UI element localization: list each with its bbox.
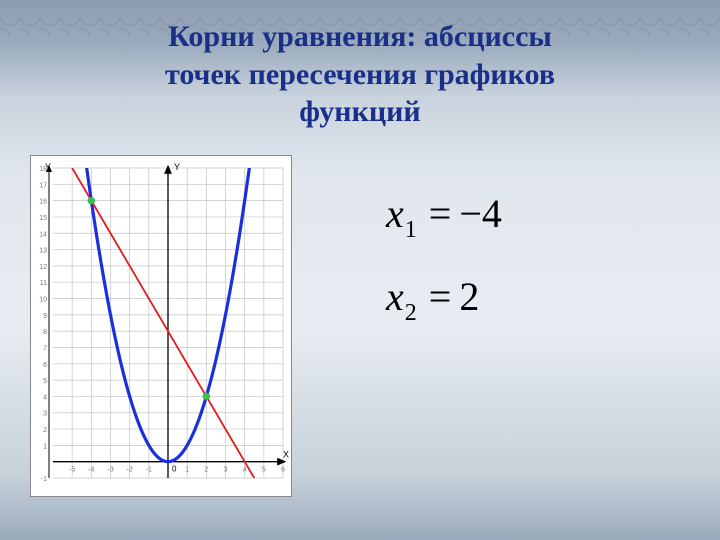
solution-formulas: x1=−4 x2=2 <box>380 190 502 356</box>
svg-text:3: 3 <box>224 467 228 474</box>
slide: Корни уравнения: абсциссы точек пересече… <box>0 0 720 540</box>
svg-text:5: 5 <box>262 467 266 474</box>
svg-text:0: 0 <box>172 465 177 474</box>
svg-text:15: 15 <box>39 215 47 222</box>
title-line-3: функций <box>299 95 420 128</box>
svg-text:17: 17 <box>39 182 47 189</box>
svg-text:11: 11 <box>40 280 47 287</box>
variable: x <box>386 191 404 236</box>
svg-text:-1: -1 <box>146 467 152 474</box>
value: 2 <box>459 274 479 319</box>
svg-text:X: X <box>283 450 289 460</box>
svg-text:9: 9 <box>43 313 47 320</box>
formula-x2: x2=2 <box>386 273 502 320</box>
svg-text:-3: -3 <box>107 467 113 474</box>
svg-text:-5: -5 <box>69 467 75 474</box>
svg-text:1: 1 <box>185 467 189 474</box>
svg-text:2: 2 <box>43 427 47 434</box>
svg-text:2: 2 <box>204 467 208 474</box>
svg-text:7: 7 <box>43 345 47 352</box>
subscript: 1 <box>405 217 417 243</box>
svg-text:-2: -2 <box>127 467 133 474</box>
svg-text:10: 10 <box>39 297 47 304</box>
formula-x1: x1=−4 <box>386 190 502 237</box>
chart-panel: -5-4-3-2-1123456-11234567891011121314151… <box>30 155 292 497</box>
subscript: 2 <box>405 300 417 326</box>
svg-text:16: 16 <box>39 199 47 206</box>
svg-text:6: 6 <box>43 362 47 369</box>
equals-sign: = <box>429 274 452 319</box>
title-line-1: Корни уравнения: абсциссы <box>168 20 552 53</box>
svg-text:12: 12 <box>39 264 47 271</box>
value: −4 <box>459 191 502 236</box>
slide-title: Корни уравнения: абсциссы точек пересече… <box>40 18 680 131</box>
svg-text:1: 1 <box>43 443 47 450</box>
svg-text:3: 3 <box>43 411 47 418</box>
svg-text:5: 5 <box>43 378 47 385</box>
function-graph: -5-4-3-2-1123456-11234567891011121314151… <box>31 156 291 496</box>
svg-text:-1: -1 <box>41 476 47 483</box>
svg-text:8: 8 <box>43 329 47 336</box>
equals-sign: = <box>429 191 452 236</box>
svg-text:4: 4 <box>43 394 47 401</box>
variable: x <box>386 274 404 319</box>
svg-text:Y: Y <box>174 162 180 172</box>
svg-text:6: 6 <box>281 467 285 474</box>
svg-text:14: 14 <box>39 231 47 238</box>
title-line-2: точек пересечения графиков <box>165 58 555 91</box>
svg-text:Y: Y <box>45 162 51 172</box>
svg-text:-4: -4 <box>88 467 94 474</box>
svg-text:13: 13 <box>39 248 47 255</box>
svg-text:4: 4 <box>243 467 247 474</box>
